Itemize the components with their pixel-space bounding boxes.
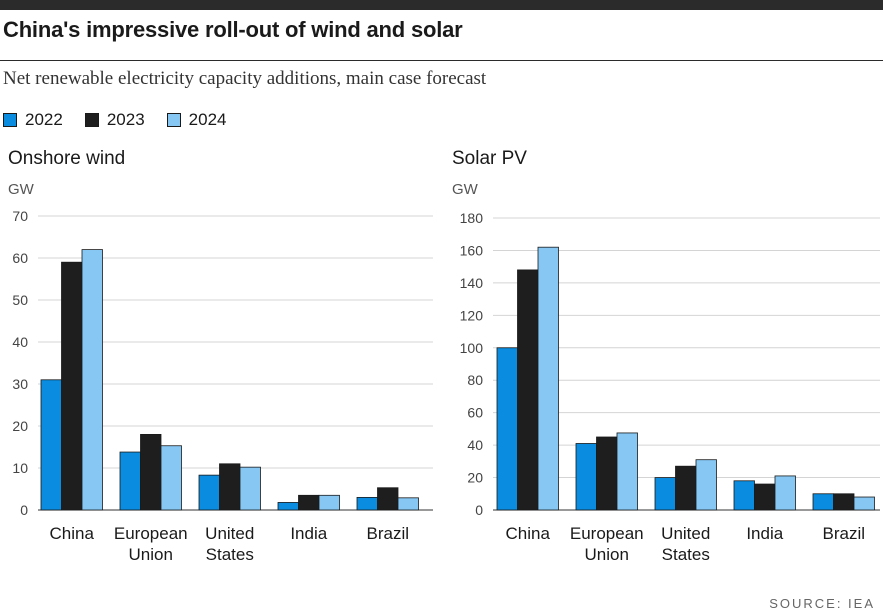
wind-y-tick-70: 70 [12, 208, 28, 224]
solar-category-label-1-1: Union [585, 545, 629, 564]
solar-bar-2023-1 [596, 436, 618, 511]
solar-category-label-2-1: States [662, 545, 710, 564]
wind-bar-2023-4 [377, 487, 399, 511]
legend: 2022 2023 2024 [3, 110, 248, 130]
wind-y-tick-30: 30 [12, 376, 28, 392]
solar-panel-title: Solar PV [452, 148, 527, 169]
solar-unit-label: GW [452, 181, 479, 198]
solar-bar-2023-2 [675, 465, 697, 511]
solar-category-label-2-0: United [661, 524, 710, 543]
legend-item-2022: 2022 [3, 110, 63, 130]
wind-bar-2024-1 [160, 445, 182, 511]
solar-bar-2022-0 [496, 347, 518, 511]
solar-y-tick-120: 120 [460, 307, 484, 323]
legend-item-2024: 2024 [166, 110, 227, 130]
wind-bar-2022-1 [119, 451, 141, 511]
wind-bar-2024-3 [318, 494, 340, 511]
solar-y-tick-180: 180 [460, 210, 484, 226]
wind-bar-2022-4 [356, 496, 378, 511]
wind-panel-title: Onshore wind [8, 148, 125, 169]
wind-y-tick-20: 20 [12, 418, 28, 434]
wind-y-tick-10: 10 [12, 460, 28, 476]
legend-label-2024: 2024 [188, 110, 227, 129]
solar-bar-2022-4 [812, 493, 834, 511]
solar-category-label-4-0: Brazil [822, 524, 865, 543]
solar-bar-2024-1 [616, 432, 638, 511]
solar-y-tick-20: 20 [467, 470, 483, 486]
solar-bar-2023-3 [754, 483, 776, 511]
solar-bar-2023-4 [833, 493, 855, 511]
solar-bar-2024-4 [853, 496, 875, 511]
solar-bar-2023-0 [517, 269, 539, 511]
wind-bar-2023-3 [298, 494, 320, 511]
wind-bar-2023-2 [219, 463, 241, 511]
legend-label-2022: 2022 [25, 110, 63, 129]
top-accent-bar [0, 0, 883, 10]
title-divider [0, 60, 883, 61]
wind-bar-2024-4 [397, 497, 419, 511]
wind-category-label-0-0: China [50, 524, 95, 543]
solar-bar-2024-0 [537, 246, 559, 511]
solar-category-label-3-0: India [746, 524, 783, 543]
wind-bar-2024-0 [81, 249, 103, 511]
solar-bar-2024-2 [695, 459, 717, 511]
wind-bar-2022-0 [40, 379, 62, 511]
solar-y-tick-160: 160 [460, 242, 484, 258]
wind-category-label-1-0: European [114, 524, 188, 543]
wind-y-tick-60: 60 [12, 250, 28, 266]
wind-unit-label: GW [8, 181, 35, 198]
wind-bar-2023-0 [61, 261, 83, 511]
solar-y-tick-80: 80 [467, 372, 483, 388]
wind-category-label-1-1: Union [129, 545, 173, 564]
legend-swatch-2022 [3, 113, 17, 127]
solar-y-tick-40: 40 [467, 437, 483, 453]
wind-category-label-4-0: Brazil [366, 524, 409, 543]
wind-bar-2024-2 [239, 466, 261, 511]
solar-bar-2022-3 [733, 480, 755, 511]
wind-category-label-2-0: United [205, 524, 254, 543]
solar-category-label-0-0: China [506, 524, 551, 543]
solar-bar-2024-3 [774, 475, 796, 511]
legend-swatch-2023 [84, 113, 99, 127]
wind-category-label-2-1: States [206, 545, 254, 564]
legend-swatch-2024 [166, 113, 181, 127]
wind-y-tick-0: 0 [20, 502, 28, 518]
solar-bar-2022-1 [575, 443, 597, 511]
solar-y-tick-60: 60 [467, 405, 483, 421]
chart-title: China's impressive roll-out of wind and … [3, 17, 463, 42]
wind-bar-2022-3 [277, 502, 299, 511]
solar-bar-2022-2 [654, 477, 676, 511]
wind-bar-2023-1 [140, 433, 162, 511]
source-note: SOURCE: IEA [769, 596, 875, 611]
solar-y-tick-0: 0 [475, 502, 483, 518]
solar-y-tick-100: 100 [460, 340, 484, 356]
wind-category-label-3-0: India [290, 524, 327, 543]
legend-label-2023: 2023 [106, 110, 145, 129]
chart-subtitle: Net renewable electricity capacity addit… [3, 68, 487, 89]
wind-y-tick-50: 50 [12, 292, 28, 308]
legend-item-2023: 2023 [84, 110, 145, 130]
solar-category-label-1-0: European [570, 524, 644, 543]
solar-y-tick-140: 140 [460, 275, 484, 291]
wind-bar-2022-2 [198, 474, 220, 511]
wind-y-tick-40: 40 [12, 334, 28, 350]
